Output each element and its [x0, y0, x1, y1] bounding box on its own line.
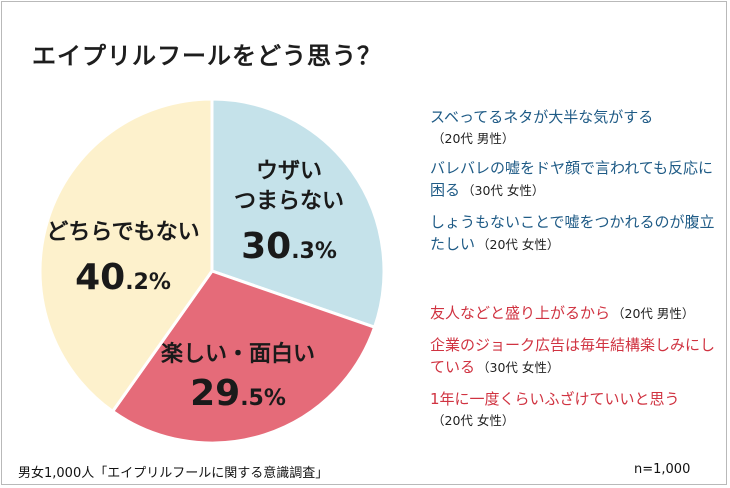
sample-size: n=1,000: [634, 462, 691, 477]
chart-title: エイプリルフールをどう思う？: [32, 42, 382, 70]
comment-meta: （20代 男性）: [432, 131, 515, 146]
comment-item: バレバレの嘘をドヤ顔で言われても反応に困る （30代 女性）: [430, 157, 722, 201]
comment-meta: （20代 男性）: [612, 306, 695, 321]
pie-slice-neither: [38, 97, 214, 414]
slice-label-fun-name: 楽しい・面白い: [160, 342, 315, 367]
comment-text: スベってるネタが大半な気がする: [430, 108, 654, 126]
comment-text: 友人などと盛り上がるから: [430, 304, 611, 322]
slice-value-neither: 40.2%: [75, 257, 171, 298]
comment-text: しょうもないことで嘘をつかれるのが腹立たしい: [430, 213, 715, 253]
survey-source: 男女1,000人「エイプリルフールに関する意識調査」: [18, 466, 329, 481]
comment-item: 1年に一度くらいふざけていいと思う （20代 女性）: [430, 388, 722, 429]
comment-text: 企業のジョーク広告は毎年結構楽しみにしている: [430, 336, 716, 376]
slice-label-boring-line1: ウザい: [255, 159, 322, 184]
slice-value-fun: 29.5%: [190, 373, 286, 414]
slice-label-neither-name: どちらでもない: [46, 220, 200, 245]
comment-item: しょうもないことで嘘をつかれるのが腹立たしい （20代 女性）: [430, 211, 722, 255]
comment-meta: （20代 女性）: [432, 413, 515, 428]
comment-meta: （30代 女性）: [477, 360, 560, 375]
comment-text: バレバレの嘘をドヤ顔で言われても反応に困る: [430, 159, 714, 199]
negative-comments: スベってるネタが大半な気がする （20代 男性） バレバレの嘘をドヤ顔で言われて…: [430, 106, 722, 265]
pie-slice-fun: [110, 269, 377, 445]
slice-label-neither: どちらでもない 40.2%: [28, 218, 218, 305]
slice-value-boring: 30.3%: [241, 226, 337, 267]
comment-item: 友人などと盛り上がるから （20代 男性）: [430, 302, 722, 324]
comment-item: スベってるネタが大半な気がする （20代 男性）: [430, 106, 722, 147]
pie-slice-boring: [210, 97, 386, 330]
comment-meta: （20代 女性）: [477, 237, 560, 252]
slice-label-boring: ウザい つまらない 30.3%: [213, 157, 365, 274]
positive-comments: 友人などと盛り上がるから （20代 男性） 企業のジョーク広告は毎年結構楽しみにし…: [430, 302, 722, 439]
comment-item: 企業のジョーク広告は毎年結構楽しみにしている （30代 女性）: [430, 334, 722, 378]
comment-meta: （30代 女性）: [462, 183, 545, 198]
slice-label-boring-line2: つまらない: [233, 189, 344, 214]
comment-text: 1年に一度くらいふざけていいと思う: [430, 390, 680, 408]
slice-label-fun: 楽しい・面白い 29.5%: [138, 340, 338, 421]
